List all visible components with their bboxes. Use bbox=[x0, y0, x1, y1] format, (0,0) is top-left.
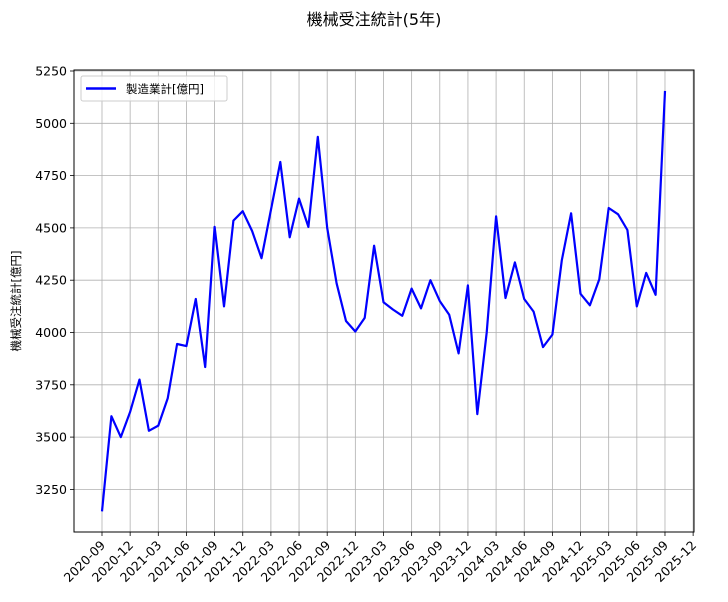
series-polyline bbox=[100, 90, 667, 512]
y-tick-label: 4000 bbox=[35, 325, 67, 340]
legend: 製造業計[億円] bbox=[80, 75, 228, 102]
series-line bbox=[100, 90, 667, 512]
plot-area bbox=[73, 69, 695, 533]
y-axis-label: 機械受注統計[億円] bbox=[9, 251, 23, 352]
y-tick-label: 3250 bbox=[35, 482, 67, 497]
y-tick-label: 3500 bbox=[35, 430, 67, 445]
y-tick-label: 5000 bbox=[35, 116, 67, 131]
grid-lines bbox=[74, 70, 694, 532]
x-axis: 2020-092020-122021-032021-062021-092021-… bbox=[61, 532, 699, 585]
y-tick-label: 4500 bbox=[35, 220, 67, 235]
legend-label: 製造業計[億円] bbox=[126, 82, 204, 96]
legend-box bbox=[80, 75, 228, 102]
chart-title: 機械受注統計(5年) bbox=[307, 10, 442, 29]
y-axis: 3250 3500 3750 4000 4250 4500 4750 5000 5250 bbox=[35, 64, 74, 497]
y-tick-label: 3750 bbox=[35, 377, 67, 392]
y-tick-label: 4250 bbox=[35, 273, 67, 288]
y-tick-label: 5250 bbox=[35, 64, 67, 79]
y-tick-label: 4750 bbox=[35, 168, 67, 183]
